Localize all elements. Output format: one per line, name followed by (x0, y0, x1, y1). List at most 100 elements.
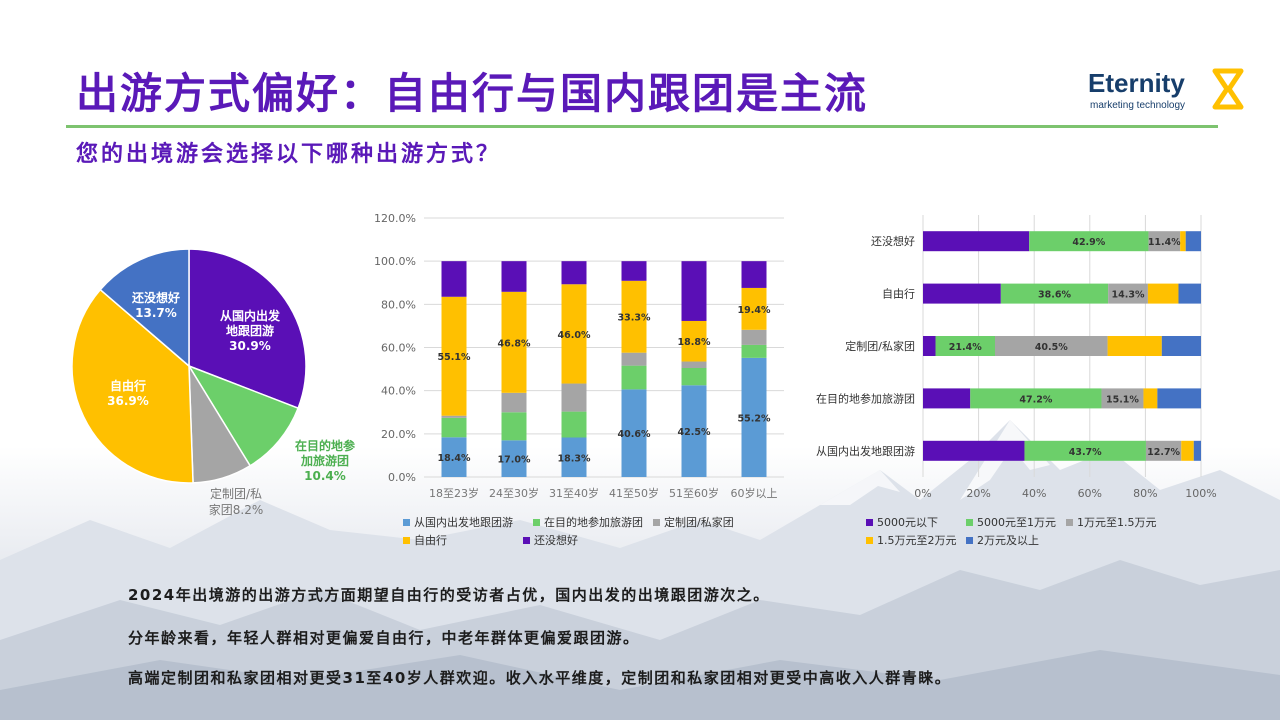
legend-label: 1万元至1.5万元 (1077, 516, 1157, 529)
bar-segment (741, 287, 767, 330)
bar-value-label: 11.4% (1148, 237, 1181, 248)
bar-value-label: 18.4% (438, 453, 471, 464)
legend-label: 还没想好 (534, 534, 578, 547)
legend-item: 在目的地参加旅游团 (533, 514, 643, 530)
bar-segment (935, 336, 996, 356)
bar-segment (1029, 231, 1149, 252)
bar-segment (741, 344, 767, 358)
y-tick-label: 80.0% (381, 298, 416, 311)
question-subtitle: 您的出境游会选择以下哪种出游方式？ (76, 142, 502, 167)
bar-value-label: 21.4% (949, 342, 982, 353)
bar-value-label: 43.7% (1069, 447, 1102, 458)
bar-segment (561, 261, 587, 285)
legend-item: 1万元至1.5万元 (1066, 514, 1157, 530)
bar-segment (501, 392, 527, 413)
income-stacked-bar-chart: 0% 20% 40% 60% 80% 100% 42.9% 11.4% 还没想好 38.6% 14.… (816, 215, 1217, 500)
bar-segment (621, 261, 647, 281)
bar-value-label: 42.5% (678, 427, 711, 438)
bar-segment (1157, 388, 1201, 409)
legend-swatch (653, 518, 660, 526)
bar-segment (441, 261, 467, 297)
bar-segment (441, 415, 467, 418)
legend-label: 自由行 (414, 534, 447, 547)
bar-segment (561, 411, 587, 438)
bar-segment (995, 336, 1108, 356)
pie-slice-label: 自由行 36.9% (107, 378, 149, 408)
legend-item: 还没想好 (523, 532, 578, 548)
legend-swatch (966, 518, 973, 526)
bar-segment (501, 291, 527, 393)
x-tick-label: 24至30岁 (489, 486, 539, 500)
summary-line-3: 高端定制团和私家团相对更受31至40岁人群欢迎。收入水平维度，定制团和私家团相对… (128, 669, 952, 687)
bar-value-label: 42.9% (1072, 237, 1105, 248)
pie-slice-label: 在目的地参加旅游团 10.4% (295, 438, 356, 483)
bar-segment (923, 231, 1030, 252)
y-tick-label: 20.0% (381, 428, 416, 441)
bar-segment (923, 283, 1001, 304)
x-tick-label: 31至40岁 (549, 486, 599, 500)
bar-segment (681, 261, 707, 321)
bar-segment (561, 437, 587, 477)
bar-value-label: 18.8% (678, 337, 711, 348)
x-tick-label: 80% (1133, 487, 1157, 500)
legend-swatch (403, 518, 410, 526)
y-category-label: 还没想好 (871, 234, 915, 248)
y-tick-label: 60.0% (381, 342, 416, 355)
bar-segment (1147, 283, 1179, 304)
legend-swatch (866, 536, 873, 544)
age-chart-legend: 从国内出发地跟团游 在目的地参加旅游团 定制团/私家团 自由行 还没想好 (403, 514, 823, 550)
brand-logo: Eternity marketing technology (1088, 68, 1248, 114)
bar-segment (923, 440, 1025, 461)
x-tick-label: 20% (966, 487, 990, 500)
bar-segment (1108, 283, 1148, 304)
bar-value-label: 40.6% (618, 429, 651, 440)
bar-segment (741, 357, 767, 477)
bar-segment (1193, 440, 1201, 461)
bar-segment (1107, 336, 1162, 356)
income-chart-legend: 5000元以下 5000元至1万元 1万元至1.5万元 1.5万元至2万元 2万元及以上 (866, 514, 1206, 550)
pie-slice (187, 364, 300, 467)
bar-segment (681, 361, 707, 369)
legend-swatch (403, 536, 410, 544)
bar-segment (441, 417, 467, 438)
bar-value-label: 15.1% (1106, 394, 1139, 405)
legend-item: 2万元及以上 (966, 532, 1039, 548)
age-stacked-bar-chart: 0.0% 20.0% 40.0% 60.0% 80.0% 100.0% 120.0% 18.4… (374, 212, 784, 500)
bar-value-label: 12.7% (1147, 447, 1180, 458)
y-category-label: 在目的地参加旅游团 (816, 391, 915, 405)
x-tick-label: 40% (1022, 487, 1046, 500)
bar-value-label: 17.0% (498, 455, 531, 466)
bar-value-label: 33.3% (618, 313, 651, 324)
pie-slice (99, 248, 190, 368)
pie-slice-label: 定制团/私家团8.2% (209, 486, 264, 517)
bar-segment (681, 368, 707, 386)
bar-value-label: 55.1% (438, 352, 471, 363)
legend-swatch (866, 518, 873, 526)
x-tick-label: 41至50岁 (609, 486, 659, 500)
x-tick-label: 60% (1078, 487, 1102, 500)
legend-label: 1.5万元至2万元 (877, 534, 957, 547)
bar-segment (561, 383, 587, 412)
bar-segment (561, 284, 587, 384)
x-tick-label: 0% (914, 487, 931, 500)
pie-slice-label: 从国内出发地跟团游 30.9% (220, 308, 281, 353)
bar-value-label: 55.2% (738, 413, 771, 424)
legend-swatch (523, 536, 530, 544)
bar-segment (741, 261, 767, 288)
x-tick-label: 18至23岁 (429, 486, 479, 500)
bar-segment (1180, 231, 1186, 252)
bar-segment (1000, 283, 1109, 304)
pie-slice (71, 288, 194, 484)
bar-segment (923, 336, 936, 356)
y-category-label: 自由行 (882, 287, 915, 301)
legend-item: 5000元以下 (866, 514, 938, 530)
bar-segment (1185, 231, 1201, 252)
bar-segment (621, 352, 647, 366)
bar-segment (621, 365, 647, 390)
bar-segment (501, 261, 527, 292)
bar-value-label: 40.5% (1035, 342, 1068, 353)
bar-segment (1143, 388, 1158, 409)
bar-segment (923, 388, 971, 409)
bar-segment (1148, 231, 1181, 252)
legend-label: 5000元以下 (877, 516, 938, 529)
